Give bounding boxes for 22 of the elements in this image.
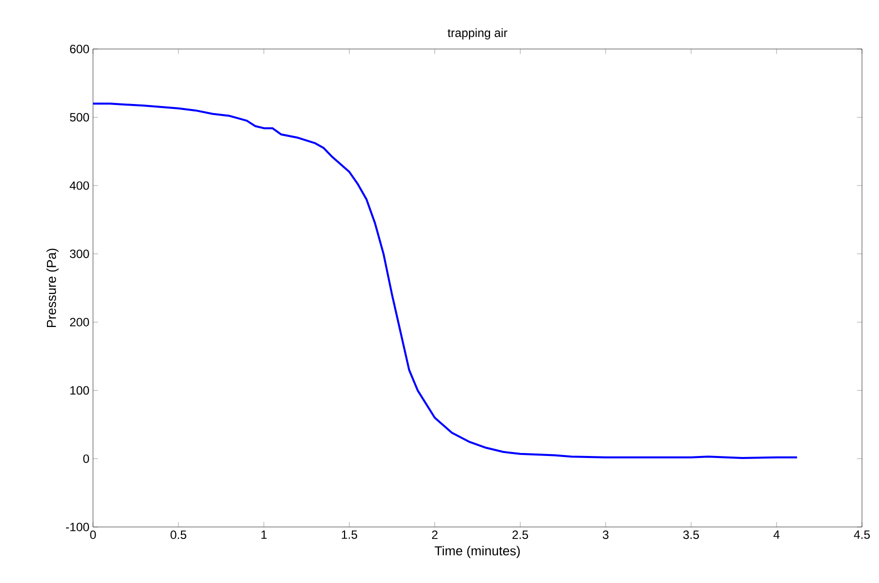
y-tick-label: 0 [83,454,90,463]
x-tick-label: 2.5 [512,530,528,540]
line-series [93,102,798,460]
y-tick-label: 200 [70,318,90,326]
y-tick-label: 400 [70,181,90,190]
y-tick-label: 300 [70,250,90,258]
x-tick-label: 0 [90,530,96,540]
x-tick-label: 1.5 [342,530,358,539]
x-tick-label: 3 [602,530,608,540]
y-tick-label: -100 [66,522,90,532]
y-axis-title: Pressure (Pa) [46,248,59,328]
x-tick-label: 4 [773,530,780,539]
y-tick-label: 600 [70,44,90,54]
x-tick-label: 1 [261,530,267,539]
x-tick-label: 3.5 [683,530,699,540]
chart-title: trapping air [448,28,508,40]
x-tick-label: 4.5 [854,530,870,539]
y-tick-label: 500 [70,113,90,122]
x-axis-title: Time (minutes) [434,546,520,558]
y-tick-label: 100 [70,386,90,395]
x-tick-label: 2 [432,530,438,539]
x-tick-label: 0.5 [170,530,186,540]
